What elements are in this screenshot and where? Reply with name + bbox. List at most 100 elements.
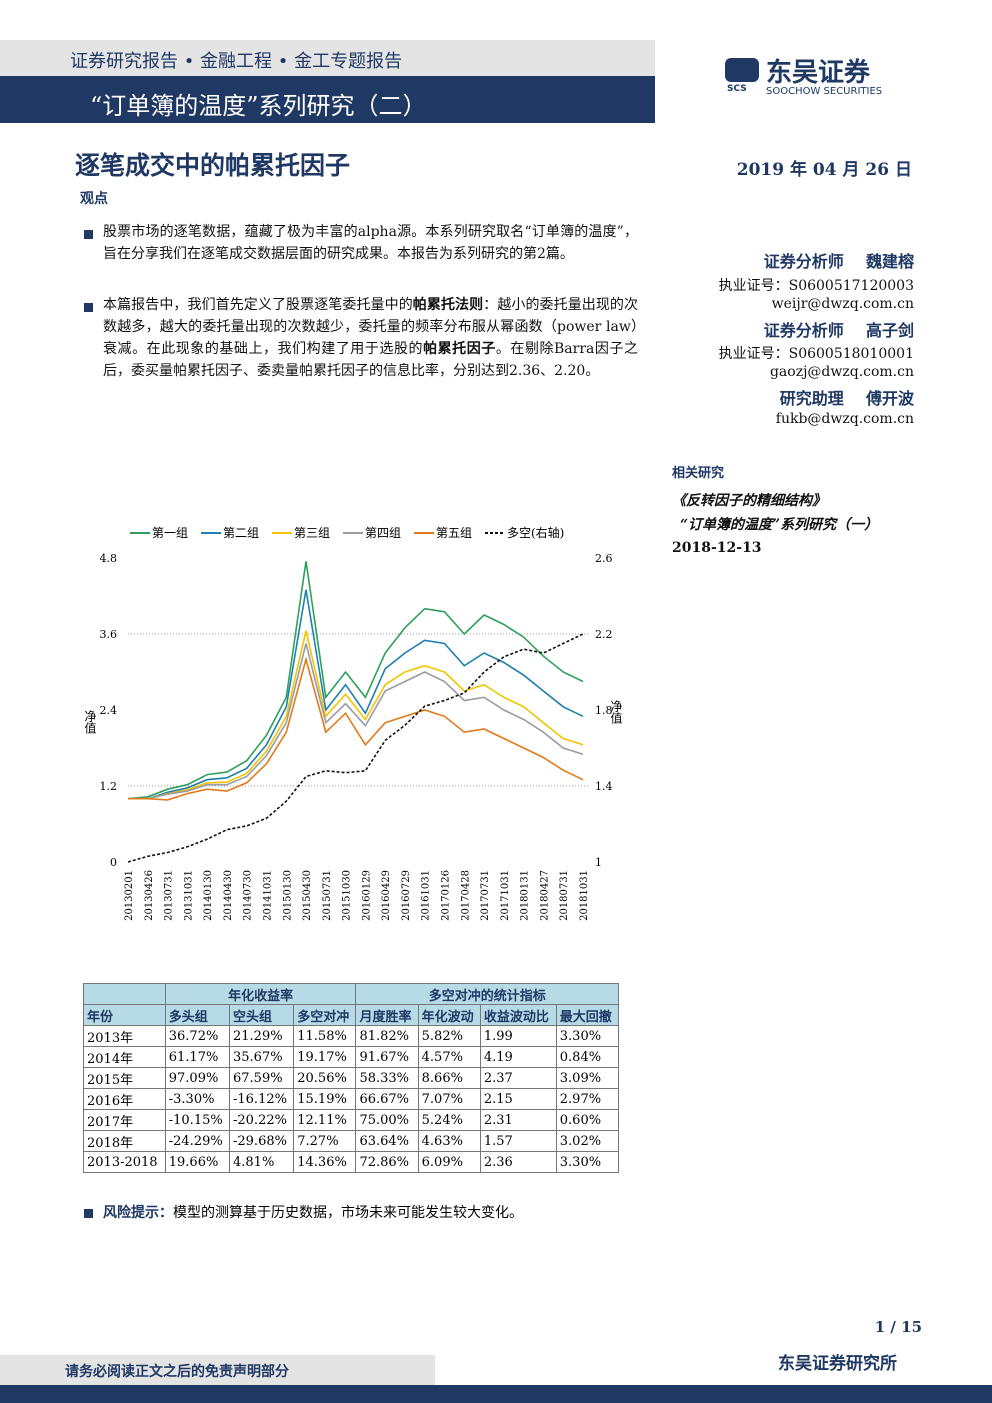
cell: 4.57% (417, 1046, 481, 1068)
text: 。在剔除Barra因子之后，委买量帕累托因子、委卖量帕累托因子的信息比率，分别达… (103, 341, 639, 379)
x-tick-label: 20180427 (539, 870, 550, 921)
text: 股票市场的逐笔数据，蕴藏了极为丰富的alpha源。本系列研究取名“订单簿的温度”… (103, 224, 638, 262)
page-number: 1 / 15 (874, 1318, 922, 1336)
cell: 81.82% (355, 1025, 419, 1047)
header-cell: 多空对冲 (293, 1004, 357, 1026)
disclaimer: 请务必阅读正文之后的免责声明部分 (65, 1364, 289, 1380)
x-tick-label: 20170731 (480, 870, 491, 921)
cell: 2.97% (555, 1088, 620, 1110)
x-tick-label: 20160129 (361, 870, 372, 921)
risk: 风险提示：模型的测算基于历史数据，市场未来可能发生较大变化。 (103, 1202, 523, 1222)
legend-label: 多空(右轴) (507, 525, 564, 540)
cell: 19.66% (164, 1151, 231, 1173)
logo-mark (725, 58, 759, 82)
cell: 20.56% (293, 1067, 357, 1089)
y-axis-label: 净值 (83, 710, 97, 735)
y2-tick-label: 1.4 (595, 780, 613, 793)
series-line (128, 656, 584, 801)
cell: 3.02% (555, 1130, 620, 1152)
legend-label: 第四组 (365, 526, 401, 540)
x-tick-label: 20180131 (520, 870, 531, 921)
role: 证券分析师 (763, 252, 844, 271)
cell: -24.29% (164, 1130, 231, 1152)
table-row: 2013年 36.72% 21.29% 11.58% 81.82% 5.82% 1.99 3.… (83, 1025, 620, 1047)
y-tick-label: 3.6 (100, 628, 118, 641)
bold-text: 帕累托因子 (423, 341, 496, 357)
cell: 72.86% (355, 1151, 419, 1173)
y-tick-label: 2.4 (100, 704, 118, 717)
banner-band (0, 76, 655, 123)
bullet-mark (84, 1209, 93, 1218)
series-line (127, 561, 584, 800)
cell: -29.68% (228, 1130, 295, 1152)
table-row: 2014年 61.17% 35.67% 19.17% 91.67% 4.57% 4.19 0.… (83, 1046, 620, 1068)
cell: 97.09% (164, 1067, 231, 1089)
chart: 净值 净值 0 1.2 2.4 3.6 4.8 1 1.4 1.8 2.2 2.6 20130201… (83, 525, 623, 921)
cell: 2013年 (83, 1025, 166, 1047)
cell: 6.09% (417, 1151, 481, 1173)
section: 观点 (80, 191, 108, 207)
cell: 36.72% (164, 1025, 231, 1047)
y-tick-label: 1.2 (100, 780, 118, 793)
table-row: 2016年 -3.30% -16.12% 15.19% 66.67% 7.07% 2.15 2… (83, 1088, 620, 1110)
risk-text: 模型的测算基于历史数据，市场未来可能发生较大变化。 (173, 1205, 523, 1221)
table: 年化收益率 多空对冲的统计指标 年份 多头组 空头组 多空对冲 月度胜率 年化波动 收益波动比最… (83, 983, 620, 1173)
cell: 2.36 (479, 1151, 557, 1173)
table-row: 2015年 97.09% 67.59% 20.56% 58.33% 8.66% 2.37 3.… (83, 1067, 620, 1089)
x-tick-label: 20171031 (500, 870, 511, 921)
cell: 19.17% (293, 1046, 357, 1068)
x-tick-label: 20130201 (124, 870, 135, 921)
bullet-mark (84, 230, 93, 239)
cell: 4.81% (228, 1151, 295, 1173)
related-heading: 相关研究 (672, 466, 725, 481)
cell: 2013-2018 (83, 1151, 166, 1173)
header-row: 年化收益率 多空对冲的统计指标 (83, 983, 619, 1005)
email: gaozj@dwzq.com.cn (769, 364, 914, 380)
cell: 1.57 (479, 1130, 557, 1152)
y-tick-label: 0 (110, 856, 117, 869)
series-line (128, 630, 584, 800)
header-cell: 多头组 (164, 1004, 231, 1026)
header-band (0, 40, 655, 76)
org: 东吴证券研究所 (778, 1354, 897, 1374)
cell: 2018年 (83, 1130, 166, 1152)
cell: 35.67% (228, 1046, 295, 1068)
cell: 2016年 (83, 1088, 166, 1110)
cell: 12.11% (293, 1109, 357, 1131)
cell: 8.66% (417, 1067, 481, 1089)
cell: 0.60% (555, 1109, 620, 1131)
header-cell: 月度胜率 (355, 1004, 419, 1026)
header-cell: 多空对冲的统计指标 (355, 983, 619, 1005)
x-tick-label: 20140130 (203, 870, 214, 921)
cell: 58.33% (355, 1067, 419, 1089)
x-tick-label: 20151030 (342, 870, 353, 921)
name: 魏建榕 (865, 252, 914, 271)
header-cell: 空头组 (228, 1004, 295, 1026)
cell: 7.07% (417, 1088, 481, 1110)
x-tick-label: 20160729 (401, 870, 412, 921)
x-tick-label: 20161031 (421, 870, 432, 921)
analyst-role: 证券分析师 高子剑 (764, 317, 914, 341)
header-cell: 收益波动比 (479, 1004, 557, 1026)
header-cell: 最大回撤 (555, 1004, 620, 1026)
cell: 4.19 (479, 1046, 557, 1068)
footer-band (0, 1355, 435, 1385)
legend-label: 第一组 (152, 526, 188, 540)
bullet: 股票市场的逐笔数据，蕴藏了极为丰富的alpha源。本系列研究取名“订单簿的温度”… (103, 221, 638, 265)
x-tick-label: 20131031 (183, 870, 194, 921)
x-tick-label: 20140730 (243, 870, 254, 921)
title: 逐笔成交中的帕累托因子 (75, 151, 351, 180)
y2-axis-label: 净值 (609, 700, 623, 725)
name: 高子剑 (865, 321, 914, 340)
cell: 61.17% (164, 1046, 231, 1068)
cell: 11.58% (293, 1025, 357, 1047)
x-tick-label: 20130426 (144, 870, 155, 921)
cell: 3.30% (555, 1025, 620, 1047)
related-item: 《反转因子的精细结构》 (672, 493, 826, 509)
cell: 1.99 (479, 1025, 557, 1047)
x-tick-label: 20170428 (460, 870, 471, 921)
cell: 63.64% (355, 1130, 419, 1152)
related-item: “订单簿的温度”系列研究（一） (680, 517, 879, 533)
banner: “订单簿的温度”系列研究（二） (90, 92, 427, 120)
